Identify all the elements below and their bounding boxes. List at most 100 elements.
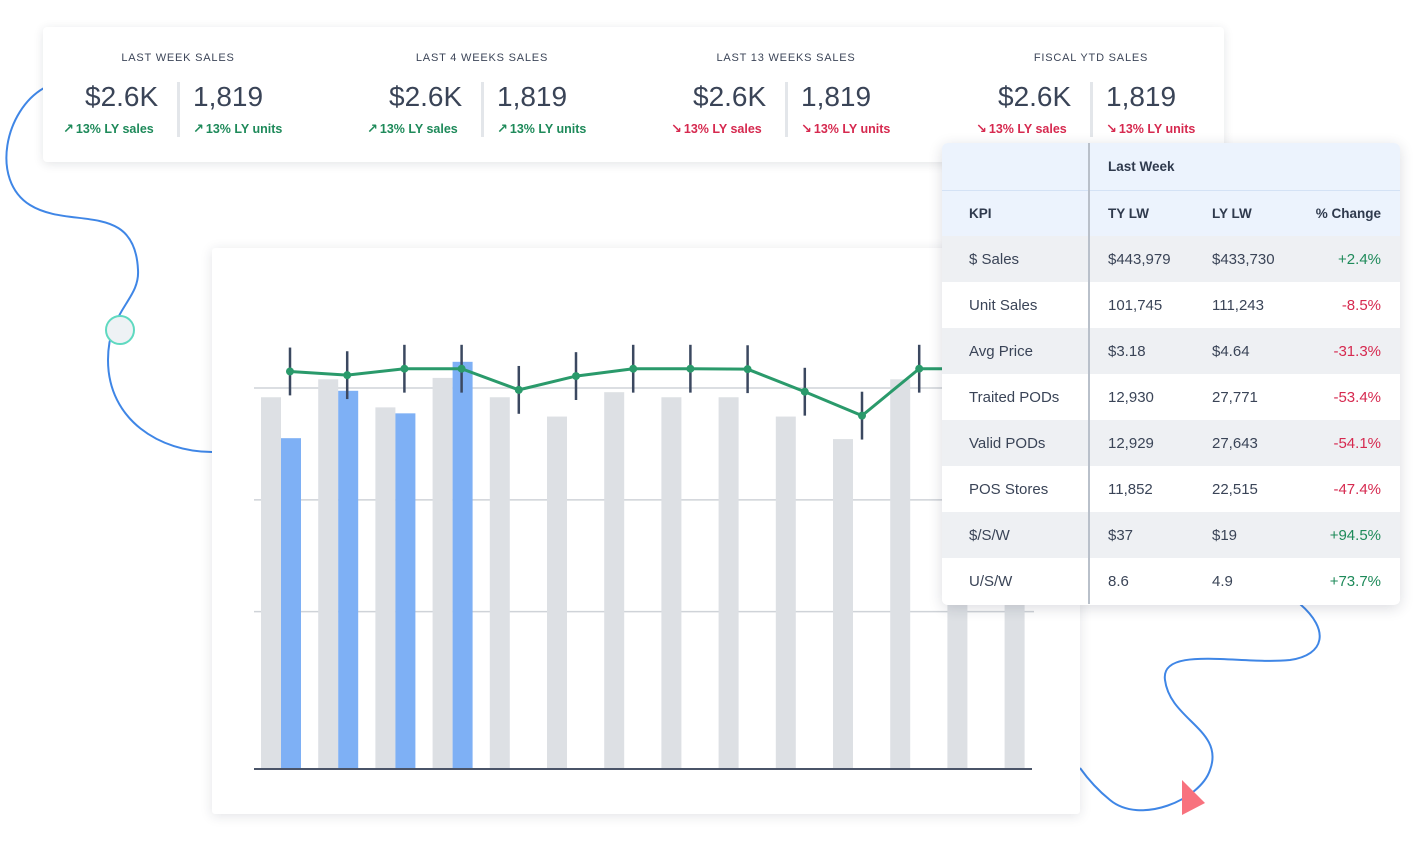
ty-lw-cell: $37 xyxy=(1089,512,1194,558)
kpi-name-cell: Avg Price xyxy=(942,328,1090,374)
ty-lw-cell: 12,929 xyxy=(1089,420,1194,466)
change-cell: -31.3% xyxy=(1294,328,1400,374)
kpi-card: LAST 13 WEEKS SALES $2.6K ↘ 13% LY sales 1,8… xyxy=(651,27,941,162)
kpi-sales-value: $2.6K xyxy=(998,81,1072,112)
kpi-sales-delta: ↘ 13% LY sales xyxy=(976,121,1071,137)
arrow-down-right-icon: ↘ xyxy=(671,121,682,136)
ly-lw-cell: 4.9 xyxy=(1194,558,1294,604)
bar-ly xyxy=(261,397,281,768)
arrow-up-right-icon: ↗ xyxy=(193,121,204,136)
kpi-table-body: $ Sales $443,979 $433,730 +2.4% Unit Sales 10… xyxy=(942,236,1400,604)
bar-ly xyxy=(775,416,796,768)
kpi-divider xyxy=(481,82,484,137)
table-row[interactable]: POS Stores 11,852 22,515 -47.4% xyxy=(942,466,1400,512)
kpi-units-value: 1,819 xyxy=(801,81,872,112)
ly-lw-cell: $433,730 xyxy=(1194,236,1294,282)
table-row[interactable]: Avg Price $3.18 $4.64 -31.3% xyxy=(942,328,1400,374)
ty-lw-cell: 11,852 xyxy=(1089,466,1194,512)
table-row[interactable]: Unit Sales 101,745 111,243 -8.5% xyxy=(942,282,1400,328)
trend-point xyxy=(457,364,466,373)
trend-point xyxy=(800,387,809,396)
bar-ty xyxy=(395,413,416,768)
bar-ty xyxy=(452,361,473,768)
column-header-change[interactable]: % Change xyxy=(1294,189,1400,236)
kpi-units-delta: ↘ 13% LY units xyxy=(801,121,890,137)
bar-ly xyxy=(833,439,853,768)
column-header-ly-lw[interactable]: LY LW xyxy=(1194,189,1294,236)
table-row[interactable]: $/S/W $37 $19 +94.5% xyxy=(942,512,1400,558)
ly-lw-cell: 27,771 xyxy=(1194,374,1294,420)
arrow-down-right-icon: ↘ xyxy=(801,121,812,136)
trend-point xyxy=(743,365,752,374)
trend-point xyxy=(400,364,409,373)
trend-point xyxy=(858,411,866,420)
kpi-sales-delta: ↗ 13% LY sales xyxy=(367,121,462,137)
change-cell: -53.4% xyxy=(1294,374,1400,420)
trend-point xyxy=(514,385,523,394)
arrow-up-right-icon: ↗ xyxy=(367,121,378,136)
kpi-title: FISCAL YTD SALES xyxy=(1033,52,1149,64)
kpi-sales-value: $2.6K xyxy=(389,81,463,112)
kpi-units-value: 1,819 xyxy=(497,81,568,112)
kpi-name-cell: U/S/W xyxy=(942,558,1090,604)
kpi-name-cell: Valid PODs xyxy=(942,420,1090,466)
change-cell: +94.5% xyxy=(1294,512,1400,558)
ly-lw-cell: 22,515 xyxy=(1194,466,1294,512)
kpi-units-value: 1,819 xyxy=(193,81,264,112)
kpi-sales-delta-text: 13% LY sales xyxy=(683,122,762,136)
arrow-up-right-icon: ↗ xyxy=(497,121,508,136)
kpi-units-delta-text: 13% LY units xyxy=(205,122,283,136)
table-row[interactable]: Traited PODs 12,930 27,771 -53.4% xyxy=(942,374,1400,420)
kpi-divider xyxy=(785,82,788,137)
kpi-sales-delta-text: 13% LY sales xyxy=(988,122,1067,136)
kpi-divider xyxy=(177,82,180,137)
table-period-header-row: Last Week xyxy=(942,143,1400,190)
change-cell: +73.7% xyxy=(1294,558,1400,604)
kpi-sales-block: $2.6K ↗ 13% LY sales xyxy=(63,79,158,137)
kpi-units-value: 1,819 xyxy=(1106,81,1177,112)
column-header-kpi[interactable]: KPI xyxy=(942,189,1090,236)
table-column-header-row: KPI TY LW LY LW % Change xyxy=(942,189,1400,236)
kpi-name-cell: Unit Sales xyxy=(942,282,1090,328)
bar-ly xyxy=(890,379,911,768)
connector-curve-right xyxy=(1079,603,1321,812)
kpi-title: LAST 4 WEEKS SALES xyxy=(415,52,549,64)
arrow-down-right-icon: ↘ xyxy=(1106,121,1117,136)
ly-lw-cell: $4.64 xyxy=(1194,328,1294,374)
arrow-down-right-icon: ↘ xyxy=(976,121,987,136)
change-cell: -8.5% xyxy=(1294,282,1400,328)
kpi-title: LAST 13 WEEKS SALES xyxy=(716,52,856,64)
trend-point xyxy=(286,367,294,376)
bar-ly xyxy=(489,397,510,768)
ty-lw-cell: 8.6 xyxy=(1089,558,1194,604)
table-row[interactable]: U/S/W 8.6 4.9 +73.7% xyxy=(942,558,1400,604)
trend-point xyxy=(343,371,352,380)
change-cell: +2.4% xyxy=(1294,236,1400,282)
trend-point xyxy=(686,364,695,373)
sales-chart-card xyxy=(212,248,1080,814)
kpi-sales-block: $2.6K ↘ 13% LY sales xyxy=(671,79,766,137)
kpi-sales-block: $2.6K ↗ 13% LY sales xyxy=(367,79,462,137)
trend-point xyxy=(572,372,580,381)
ty-lw-cell: 12,930 xyxy=(1089,374,1194,420)
kpi-name-cell: Traited PODs xyxy=(942,374,1090,420)
bar-ly xyxy=(661,397,682,768)
bar-ly xyxy=(432,377,453,768)
kpi-name-cell: POS Stores xyxy=(942,466,1090,512)
kpi-sales-delta-text: 13% LY sales xyxy=(379,122,458,136)
column-header-ty-lw[interactable]: TY LW xyxy=(1089,189,1194,236)
kpi-title: LAST WEEK SALES xyxy=(121,52,235,64)
kpi-sales-delta: ↘ 13% LY sales xyxy=(671,121,766,137)
table-row[interactable]: Valid PODs 12,929 27,643 -54.1% xyxy=(942,420,1400,466)
bar-ly xyxy=(375,407,396,768)
kpi-units-block: 1,819 ↘ 13% LY units xyxy=(801,79,890,137)
kpi-units-delta-text: 13% LY units xyxy=(1118,122,1196,136)
kpi-units-delta: ↗ 13% LY units xyxy=(497,121,586,137)
ly-lw-cell: 111,243 xyxy=(1194,282,1294,328)
table-row[interactable]: $ Sales $443,979 $433,730 +2.4% xyxy=(942,236,1400,282)
kpi-units-delta: ↘ 13% LY units xyxy=(1106,121,1195,137)
kpi-sales-block: $2.6K ↘ 13% LY sales xyxy=(976,79,1071,137)
kpi-sales-delta: ↗ 13% LY sales xyxy=(63,121,158,137)
kpi-units-delta-text: 13% LY units xyxy=(813,122,891,136)
kpi-card: LAST 4 WEEKS SALES $2.6K ↗ 13% LY sales 1,81… xyxy=(347,27,637,162)
